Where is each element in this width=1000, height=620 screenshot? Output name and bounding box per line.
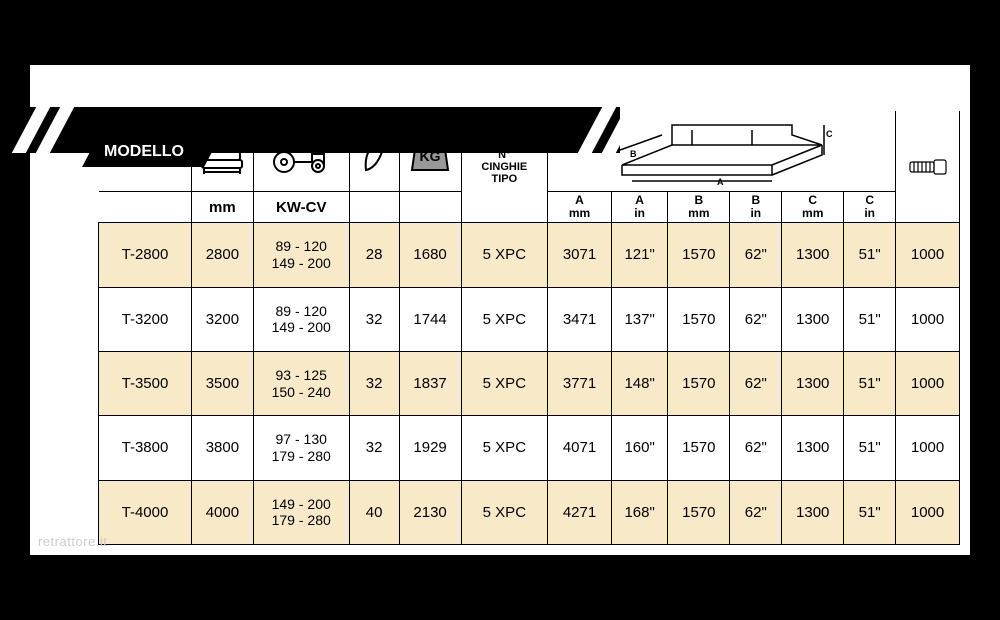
cell: T-4000 [99, 480, 192, 544]
cell: 1570 [668, 416, 730, 480]
spec-table-wrap: KG N° CINGHIE TIPO ABC mm KW-CV [98, 111, 960, 545]
cell: 1570 [668, 352, 730, 416]
cell: 1000 [896, 352, 960, 416]
table-row: T-3200320089 - 120149 - 2003217445 XPC34… [99, 287, 960, 351]
unit-knives [349, 192, 399, 223]
cell: 4071 [548, 416, 612, 480]
cell: 5 XPC [461, 352, 548, 416]
cell: 62" [730, 480, 782, 544]
cell: 5 XPC [461, 287, 548, 351]
cell: 97 - 130179 - 280 [253, 416, 349, 480]
belts-label: N° CINGHIE TIPO [462, 149, 548, 185]
cell: 4271 [548, 480, 612, 544]
cell: 160" [611, 416, 667, 480]
cell: 1837 [399, 352, 461, 416]
cell: 89 - 120149 - 200 [253, 223, 349, 287]
watermark: retrattore.it [38, 534, 107, 549]
document-frame: MODELLO KG [30, 65, 970, 555]
svg-text:A: A [717, 177, 724, 187]
dim-b-in: Bin [730, 192, 782, 223]
cell: 2800 [191, 223, 253, 287]
cell: 3800 [191, 416, 253, 480]
cell: 40 [349, 480, 399, 544]
cell: 137" [611, 287, 667, 351]
cell: 3200 [191, 287, 253, 351]
cell: 32 [349, 416, 399, 480]
banner-label: MODELLO [82, 137, 220, 167]
modello-banner: MODELLO [30, 107, 620, 153]
cell: 93 - 125150 - 240 [253, 352, 349, 416]
dim-a-mm: Amm [548, 192, 612, 223]
dim-c-in: Cin [844, 192, 896, 223]
cell: T-3500 [99, 352, 192, 416]
cell: 149 - 200179 - 280 [253, 480, 349, 544]
cell: 89 - 120149 - 200 [253, 287, 349, 351]
cell: 1744 [399, 287, 461, 351]
table-row: T-2800280089 - 120149 - 2002816805 XPC30… [99, 223, 960, 287]
unit-mm: mm [191, 192, 253, 223]
cell: 1680 [399, 223, 461, 287]
cell: 3071 [548, 223, 612, 287]
cell: 1570 [668, 223, 730, 287]
pto-shaft-icon [896, 111, 960, 223]
cell: 1300 [782, 480, 844, 544]
cell: 51" [844, 416, 896, 480]
table-row: T-40004000149 - 200179 - 2804021305 XPC4… [99, 480, 960, 544]
cell: 1300 [782, 352, 844, 416]
cell: T-2800 [99, 223, 192, 287]
cell: T-3800 [99, 416, 192, 480]
cell: 5 XPC [461, 480, 548, 544]
cell: 51" [844, 223, 896, 287]
cell: 62" [730, 287, 782, 351]
dim-c-mm: Cmm [782, 192, 844, 223]
spec-table: KG N° CINGHIE TIPO ABC mm KW-CV [98, 111, 960, 545]
cell: 1000 [896, 480, 960, 544]
cell: 1300 [782, 287, 844, 351]
cell: 5 XPC [461, 223, 548, 287]
cell: 148" [611, 352, 667, 416]
cell: 3771 [548, 352, 612, 416]
dim-b-mm: Bmm [668, 192, 730, 223]
table-row: T-3500350093 - 125150 - 2403218375 XPC37… [99, 352, 960, 416]
cell: 51" [844, 352, 896, 416]
cell: 5 XPC [461, 416, 548, 480]
cell: 51" [844, 287, 896, 351]
cell: 168" [611, 480, 667, 544]
cell: 1570 [668, 480, 730, 544]
cell: 1000 [896, 416, 960, 480]
cell: 2130 [399, 480, 461, 544]
cell: 1570 [668, 287, 730, 351]
cell: 62" [730, 416, 782, 480]
cell: 3471 [548, 287, 612, 351]
cell: 62" [730, 352, 782, 416]
cell: T-3200 [99, 287, 192, 351]
cell: 3500 [191, 352, 253, 416]
banner-label-text: MODELLO [104, 143, 184, 161]
cell: 121" [611, 223, 667, 287]
cell: 1000 [896, 223, 960, 287]
banner-stripes-icon [590, 107, 650, 153]
svg-text:C: C [826, 129, 833, 139]
cell: 1300 [782, 416, 844, 480]
cell: 62" [730, 223, 782, 287]
cell: 1000 [896, 287, 960, 351]
unit-kwcv: KW-CV [253, 192, 349, 223]
cell: 4000 [191, 480, 253, 544]
cell: 51" [844, 480, 896, 544]
unit-kg [399, 192, 461, 223]
cell: 1929 [399, 416, 461, 480]
unit-model [99, 192, 192, 223]
dim-a-in: Ain [611, 192, 667, 223]
table-row: T-3800380097 - 130179 - 2803219295 XPC40… [99, 416, 960, 480]
cell: 28 [349, 223, 399, 287]
cell: 1300 [782, 223, 844, 287]
cell: 32 [349, 352, 399, 416]
cell: 32 [349, 287, 399, 351]
